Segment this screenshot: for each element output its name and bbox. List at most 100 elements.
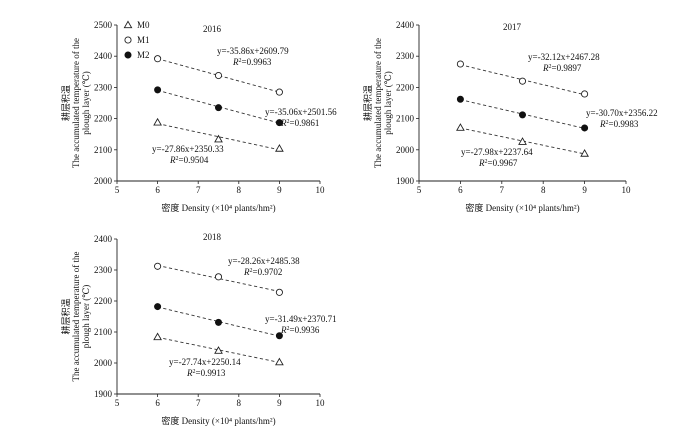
x-tick-label: 6 bbox=[155, 398, 160, 408]
equation-M2: y=-31.49x+2370.71 bbox=[265, 314, 337, 324]
legend-marker-M2 bbox=[124, 51, 132, 59]
y-axis-label-cn: 耕层积温 bbox=[60, 85, 71, 121]
y-axis-label-line2: plough layer (℃) bbox=[81, 285, 91, 349]
x-tick-label: 9 bbox=[277, 398, 282, 408]
data-point-M1 bbox=[154, 55, 162, 63]
legend-marker-M1 bbox=[124, 36, 132, 44]
equation-M0: y=-27.74x+2250.14 bbox=[169, 357, 241, 367]
data-point-M1 bbox=[581, 90, 589, 98]
r-squared-M0: R2=0.9913 bbox=[186, 368, 226, 378]
y-tick-label: 2500 bbox=[94, 20, 113, 30]
r-squared-M1: R2=0.9963 bbox=[232, 57, 272, 67]
x-axis-label-en: Density (×10⁴ plants/hm²) bbox=[486, 203, 580, 213]
r-squared-M0: R2=0.9504 bbox=[169, 155, 209, 165]
equation-M0: y=-27.98x+2237.64 bbox=[461, 147, 533, 157]
x-tick-label: 10 bbox=[622, 185, 632, 195]
y-tick-label: 2100 bbox=[94, 327, 113, 337]
x-tick-label: 5 bbox=[115, 185, 120, 195]
y-tick-label: 2300 bbox=[94, 265, 113, 275]
x-tick-label: 9 bbox=[277, 185, 282, 195]
y-tick-label: 2400 bbox=[396, 20, 415, 30]
x-tick-label: 10 bbox=[316, 398, 326, 408]
data-point-M0 bbox=[214, 134, 223, 143]
y-axis-label: 耕层积温 The accumulated temperature of the pl… bbox=[60, 252, 91, 382]
r-squared-M2: R2=0.9861 bbox=[280, 118, 319, 128]
x-tick-label: 7 bbox=[196, 398, 201, 408]
equation-M1: y=-28.26x+2485.38 bbox=[228, 256, 300, 266]
x-axis-label: 密度 Density (×10⁴ plants/hm²) bbox=[465, 202, 579, 213]
legend-marker-M0 bbox=[123, 20, 133, 29]
data-point-M0 bbox=[153, 332, 162, 341]
panel-title: 2018 bbox=[203, 232, 222, 242]
y-tick-label: 2000 bbox=[94, 176, 113, 186]
x-tick-label: 6 bbox=[155, 185, 160, 195]
r-squared-M2: R2=0.9936 bbox=[280, 325, 320, 335]
data-point-M0 bbox=[580, 149, 589, 157]
y-axis-label-cn: 耕层积温 bbox=[60, 298, 71, 334]
y-tick-label: 2400 bbox=[94, 234, 113, 244]
x-tick-label: 8 bbox=[237, 185, 242, 195]
data-point-M2 bbox=[518, 111, 526, 119]
y-axis-label-line1: The accumulated temperature of the bbox=[373, 38, 383, 168]
trend-line-M0 bbox=[460, 127, 585, 155]
legend: M0 M1 M2 bbox=[123, 20, 150, 60]
equation-M0: y=-27.86x+2350.33 bbox=[152, 144, 224, 154]
trend-line-M2 bbox=[460, 99, 585, 129]
data-point-M2 bbox=[154, 303, 162, 311]
trend-line-M2 bbox=[157, 89, 280, 124]
x-axis-label-cn: 密度 bbox=[465, 202, 485, 213]
x-tick-label: 5 bbox=[115, 398, 120, 408]
x-tick-label: 9 bbox=[582, 185, 587, 195]
data-point-M2 bbox=[215, 318, 223, 326]
x-tick-label: 8 bbox=[237, 398, 242, 408]
y-tick-label: 2200 bbox=[94, 296, 113, 306]
y-axis-label-line2: plough layer (℃) bbox=[81, 71, 91, 135]
r-squared-M1: R2=0.9702 bbox=[243, 267, 282, 277]
legend-label-M1: M1 bbox=[137, 35, 150, 45]
y-tick-label: 1900 bbox=[396, 176, 415, 186]
y-tick-label: 1900 bbox=[94, 389, 113, 399]
legend-label-M2: M2 bbox=[137, 50, 150, 60]
data-point-M1 bbox=[275, 288, 283, 296]
data-point-M1 bbox=[518, 77, 527, 85]
data-point-M1 bbox=[214, 273, 223, 281]
x-axis-label: 密度 Density (×10⁴ plants/hm²) bbox=[161, 202, 275, 213]
chart-panel-2016: 5 6 7 8 9 10 2000 2100 2200 2300 2400 2500 2016 密度 De… bbox=[60, 20, 337, 213]
data-point-M1 bbox=[154, 262, 162, 270]
data-point-M2 bbox=[215, 104, 223, 112]
equation-M2: y=-30.70x+2356.22 bbox=[586, 108, 658, 118]
r-squared-M1: R2=0.9897 bbox=[542, 63, 582, 73]
trend-line-M1 bbox=[157, 58, 280, 93]
y-tick-label: 2100 bbox=[94, 145, 113, 155]
data-point-M1 bbox=[456, 60, 464, 68]
y-axis-label-line1: The accumulated temperature of the bbox=[71, 38, 81, 168]
data-point-M1 bbox=[214, 71, 223, 80]
data-point-M2 bbox=[275, 332, 283, 340]
chart-panel-2018: 5 6 7 8 9 10 1900 2000 2100 2200 2300 2400 2018 密度 De… bbox=[60, 232, 337, 426]
data-point-M2 bbox=[154, 86, 162, 94]
y-axis-label: 耕层积温 The accumulated temperature of the pl… bbox=[362, 38, 393, 168]
y-axis-label-line1: The accumulated temperature of the bbox=[71, 252, 81, 382]
x-tick-label: 7 bbox=[196, 185, 201, 195]
x-tick-label: 10 bbox=[316, 185, 326, 195]
x-tick-label: 8 bbox=[541, 185, 546, 195]
x-axis-label-cn: 密度 bbox=[161, 415, 181, 426]
chart-panel-2017: 5 6 7 8 9 10 1900 2000 2100 2200 2300 2400 2017 密度 De… bbox=[362, 20, 658, 213]
r-squared-M2: R2=0.9983 bbox=[599, 119, 639, 129]
r-squared-M0: R2=0.9967 bbox=[478, 158, 518, 168]
data-point-M0 bbox=[456, 123, 465, 131]
x-axis-label-en: Density (×10⁴ plants/hm²) bbox=[182, 416, 276, 426]
y-tick-label: 2200 bbox=[94, 114, 113, 124]
equation-M1: y=-35.86x+2609.79 bbox=[217, 46, 289, 56]
data-point-M0 bbox=[275, 357, 284, 366]
equation-M2: y=-35.06x+2501.56 bbox=[265, 107, 337, 117]
y-tick-label: 2400 bbox=[94, 51, 113, 61]
